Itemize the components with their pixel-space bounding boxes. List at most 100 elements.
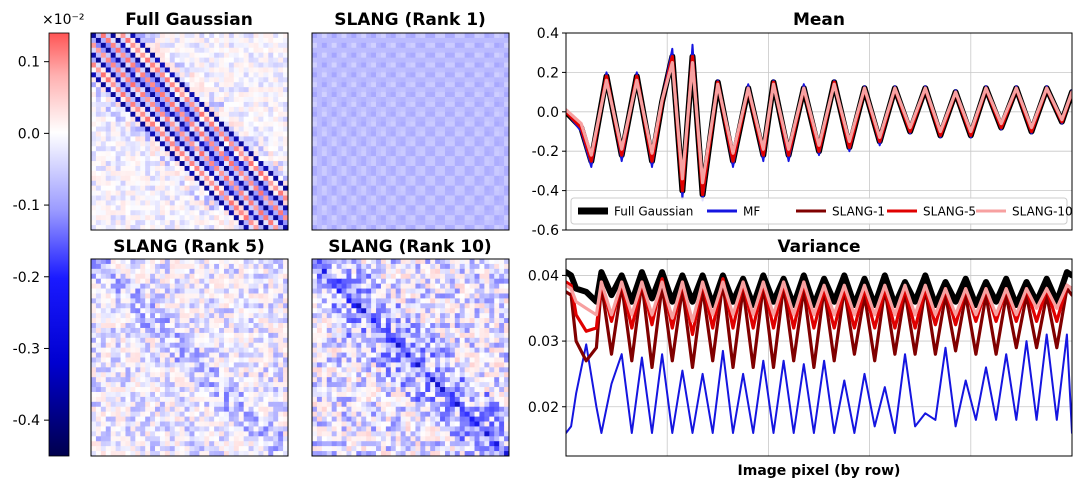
heatmap-cell bbox=[194, 37, 200, 44]
heatmap-cell bbox=[263, 215, 269, 221]
heatmap-cell bbox=[459, 165, 466, 172]
heatmap-cell bbox=[145, 298, 151, 304]
heatmap-cell bbox=[223, 298, 230, 304]
heatmap-cell bbox=[159, 205, 166, 211]
heatmap-cell bbox=[159, 441, 166, 447]
heatmap-cell bbox=[145, 180, 151, 187]
heatmap-cell bbox=[380, 87, 387, 93]
heatmap-cell bbox=[150, 421, 156, 427]
heatmap-cell bbox=[316, 263, 323, 270]
heatmap-cell bbox=[159, 406, 166, 413]
heatmap-cell bbox=[105, 313, 112, 319]
heatmap-cell bbox=[115, 372, 121, 378]
heatmap-cell bbox=[233, 195, 240, 201]
heatmap-cell bbox=[214, 342, 220, 349]
heatmap-cell bbox=[209, 406, 215, 413]
heatmap-cell bbox=[464, 205, 470, 211]
heatmap-cell bbox=[130, 165, 136, 172]
heatmap-cell bbox=[145, 151, 151, 157]
heatmap-cell bbox=[425, 42, 431, 49]
heatmap-cell bbox=[366, 47, 372, 54]
heatmap-cell bbox=[499, 268, 505, 275]
heatmap-cell bbox=[273, 303, 279, 309]
heatmap-cell bbox=[164, 357, 171, 363]
heatmap-cell bbox=[105, 200, 112, 206]
heatmap-cell bbox=[100, 72, 107, 78]
heatmap-cell bbox=[214, 195, 220, 201]
heatmap-cell bbox=[115, 47, 121, 54]
heatmap-cell bbox=[125, 175, 131, 182]
heatmap-cell bbox=[100, 52, 107, 59]
heatmap-cell bbox=[494, 170, 500, 177]
heatmap-cell bbox=[115, 401, 121, 408]
heatmap-cell bbox=[430, 136, 436, 142]
heatmap-cell bbox=[435, 87, 441, 93]
heatmap-cell bbox=[228, 126, 235, 132]
heatmap-cell bbox=[361, 273, 367, 280]
heatmap-cell bbox=[91, 303, 97, 309]
heatmap-cell bbox=[184, 401, 190, 408]
heatmap-cell bbox=[238, 273, 245, 280]
heatmap-cell bbox=[380, 101, 387, 108]
heatmap-cell bbox=[155, 342, 161, 349]
heatmap-rank5 bbox=[90, 258, 289, 457]
heatmap-cell bbox=[228, 451, 235, 457]
heatmap-cell bbox=[110, 42, 117, 49]
heatmap-cell bbox=[120, 106, 126, 113]
heatmap-cell bbox=[435, 106, 441, 113]
heatmap-cell bbox=[140, 175, 146, 182]
heatmap-cell bbox=[189, 327, 195, 334]
heatmap-cell bbox=[150, 210, 156, 216]
heatmap-cell bbox=[489, 87, 495, 93]
heatmap-cell bbox=[115, 57, 121, 63]
heatmap-cell bbox=[184, 426, 190, 432]
heatmap-cell bbox=[479, 151, 485, 157]
heatmap-cell bbox=[169, 106, 176, 113]
heatmap-cell bbox=[479, 141, 485, 147]
heatmap-cell bbox=[209, 411, 215, 417]
heatmap-cell bbox=[233, 106, 240, 113]
heatmap-cell bbox=[145, 323, 151, 329]
heatmap-cell bbox=[474, 116, 480, 123]
heatmap-cell bbox=[321, 185, 328, 191]
heatmap-cell bbox=[125, 67, 131, 73]
heatmap-cell bbox=[489, 161, 495, 167]
heatmap-cell bbox=[140, 293, 146, 299]
heatmap-cell bbox=[385, 106, 392, 113]
heatmap-cell bbox=[184, 288, 190, 294]
heatmap-cell bbox=[223, 215, 230, 221]
heatmap-cell bbox=[189, 146, 195, 152]
heatmap-cell bbox=[238, 431, 245, 437]
heatmap-cell bbox=[459, 190, 466, 196]
heatmap-cell bbox=[321, 67, 328, 73]
heatmap-cell bbox=[120, 323, 126, 329]
heatmap-cell bbox=[425, 77, 431, 83]
heatmap-cell bbox=[346, 185, 352, 191]
heatmap-cell bbox=[263, 377, 269, 383]
heatmap-cell bbox=[346, 42, 352, 49]
heatmap-cell bbox=[120, 342, 126, 349]
heatmap-cell bbox=[243, 92, 249, 98]
heatmap-cell bbox=[189, 362, 195, 368]
heatmap-cell bbox=[145, 72, 151, 78]
heatmap-rank5-title: SLANG (Rank 5) bbox=[113, 237, 265, 257]
heatmap-cell bbox=[174, 165, 181, 172]
heatmap-cell bbox=[479, 185, 485, 191]
heatmap-cell bbox=[278, 42, 284, 49]
heatmap-cell bbox=[125, 318, 131, 324]
heatmap-cell bbox=[464, 33, 470, 39]
heatmap-cell bbox=[150, 278, 156, 285]
heatmap-cell bbox=[100, 101, 107, 108]
heatmap-cell bbox=[184, 37, 190, 44]
heatmap-cell bbox=[420, 52, 426, 59]
heatmap-cell bbox=[248, 165, 254, 172]
heatmap-cell bbox=[395, 220, 402, 226]
heatmap-cell bbox=[209, 161, 215, 167]
heatmap-cell bbox=[105, 42, 112, 49]
heatmap-cell bbox=[273, 396, 279, 403]
heatmap-cell bbox=[199, 57, 205, 63]
heatmap-cell bbox=[120, 318, 126, 324]
heatmap-cell bbox=[430, 126, 436, 132]
heatmap-cell bbox=[405, 141, 411, 147]
heatmap-cell bbox=[331, 220, 338, 226]
